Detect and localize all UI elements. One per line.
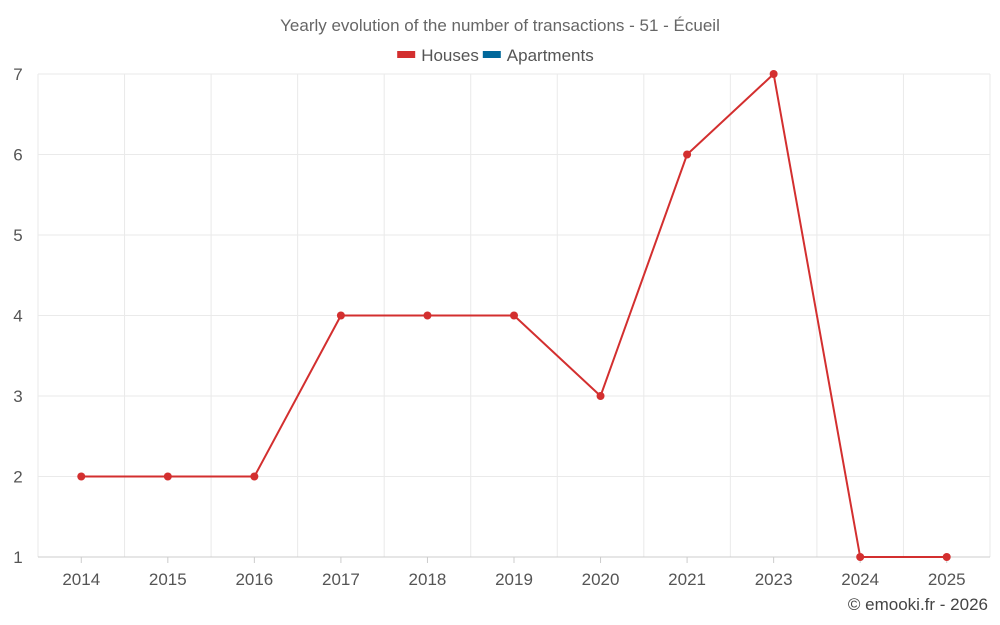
y-tick-label-4: 4 (13, 307, 22, 326)
x-tick-label-2014: 2014 (62, 570, 100, 589)
y-tick-label-3: 3 (13, 387, 22, 406)
data-point-houses-2024[interactable] (856, 553, 865, 561)
x-tick-label-2024: 2024 (841, 570, 879, 589)
x-tick-label-2020: 2020 (582, 570, 620, 589)
y-axis: 1 2 3 4 5 6 7 (13, 65, 22, 567)
x-tick-label-2016: 2016 (235, 570, 273, 589)
x-axis: 2014 2015 2016 2017 2018 2019 2020 2021 2023 2024… (62, 557, 966, 589)
x-tick-label-2021: 2021 (668, 570, 706, 589)
x-tick-label-2018: 2018 (409, 570, 447, 589)
x-tick-label-2025: 2025 (928, 570, 966, 589)
data-point-houses-2021[interactable] (683, 150, 692, 159)
y-tick-label-7: 7 (13, 65, 22, 84)
legend: Houses Apartments (397, 46, 594, 65)
data-point-houses-2016[interactable] (250, 472, 259, 481)
y-tick-label-1: 1 (13, 548, 22, 567)
legend-label-houses[interactable]: Houses (421, 46, 479, 65)
data-point-houses-2020[interactable] (596, 392, 605, 400)
data-point-houses-2023[interactable] (769, 70, 778, 78)
data-point-houses-2018[interactable] (423, 311, 432, 320)
x-tick-label-2015: 2015 (149, 570, 187, 589)
legend-swatch-apartments[interactable] (482, 51, 501, 58)
x-tick-label-2017: 2017 (322, 570, 360, 589)
data-point-houses-2015[interactable] (163, 472, 172, 481)
legend-swatch-houses[interactable] (397, 51, 416, 58)
legend-label-apartments[interactable]: Apartments (507, 46, 594, 65)
data-point-houses-2017[interactable] (336, 311, 345, 320)
chart-title: Yearly evolution of the number of transa… (280, 16, 720, 35)
credit-text: © emooki.fr - 2026 (848, 595, 988, 614)
y-tick-label-2: 2 (13, 468, 22, 487)
x-tick-label-2019: 2019 (495, 570, 533, 589)
y-tick-label-6: 6 (13, 146, 22, 165)
y-tick-label-5: 5 (13, 226, 22, 245)
data-point-houses-2019[interactable] (510, 311, 518, 320)
x-tick-label-2023: 2023 (755, 570, 793, 589)
series-group (77, 70, 951, 561)
data-point-houses-2014[interactable] (77, 472, 86, 481)
data-point-houses-2025[interactable] (942, 553, 951, 561)
